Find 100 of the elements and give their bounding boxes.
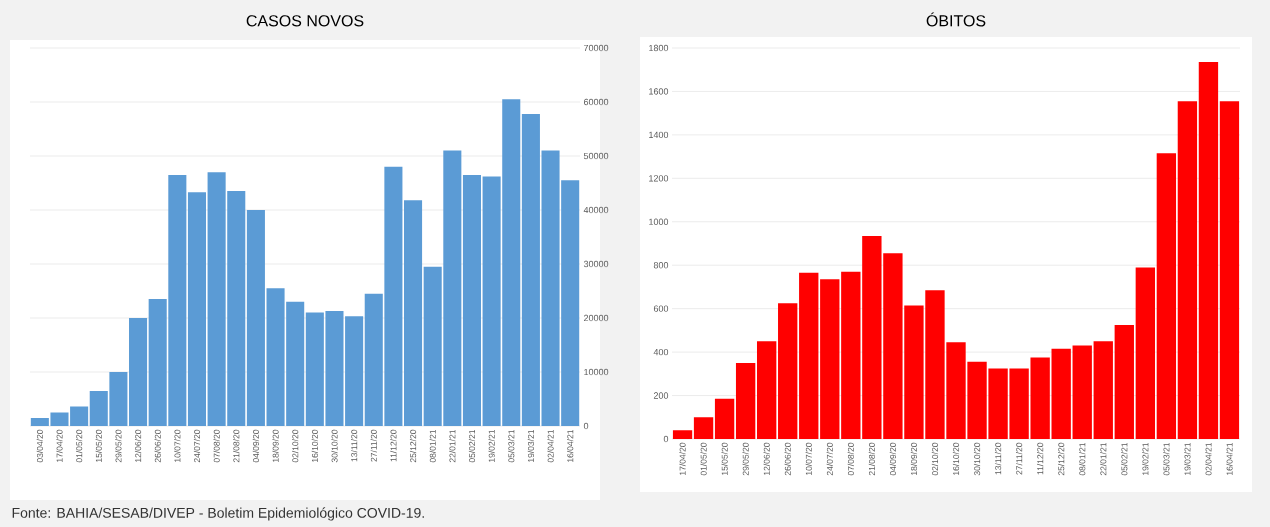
x-tick-label: 27/11/20 bbox=[1015, 442, 1023, 475]
bar bbox=[404, 200, 423, 426]
x-tick-label: 10/07/20 bbox=[174, 429, 181, 462]
x-tick-label: 05/02/21 bbox=[1121, 442, 1128, 476]
x-tick-label: 25/12/20 bbox=[1058, 442, 1065, 476]
y-tick-label: 200 bbox=[653, 392, 669, 399]
bar bbox=[1156, 153, 1177, 439]
x-tick-label: 16/04/21 bbox=[1226, 442, 1233, 475]
x-tick-label: 19/02/21 bbox=[1142, 442, 1149, 475]
x-tick-label: 27/11/20 bbox=[370, 429, 377, 462]
bar bbox=[778, 303, 798, 439]
x-tick-label: 05/02/21 bbox=[468, 429, 476, 463]
x-tick-label: 11/12/20 bbox=[390, 429, 397, 462]
x-tick-label: 19/03/21 bbox=[1184, 442, 1191, 475]
x-tick-label: 19/02/21 bbox=[488, 429, 495, 462]
x-tick-label: 21/08/20 bbox=[868, 442, 875, 476]
y-tick-label: 400 bbox=[653, 348, 669, 356]
x-tick-label: 05/03/21 bbox=[1163, 442, 1170, 476]
chart-title: CASOS NOVOS bbox=[246, 15, 364, 27]
x-tick-label: 21/08/20 bbox=[233, 429, 240, 463]
x-tick-label: 12/06/20 bbox=[134, 429, 142, 462]
x-tick-label: 16/10/20 bbox=[952, 442, 960, 475]
bar bbox=[1114, 324, 1134, 439]
y-tick-label: 20000 bbox=[583, 314, 609, 322]
x-tick-label: 18/09/20 bbox=[272, 429, 279, 462]
bar bbox=[820, 279, 840, 439]
y-tick-label: 30000 bbox=[583, 260, 609, 268]
x-tick-label: 24/07/20 bbox=[193, 429, 201, 463]
x-tick-label: 08/01/21 bbox=[1079, 442, 1086, 476]
x-tick-label: 26/06/20 bbox=[784, 442, 791, 476]
bar bbox=[1198, 62, 1219, 439]
x-tick-label: 15/05/20 bbox=[721, 442, 728, 475]
bar bbox=[1093, 341, 1113, 439]
y-tick-label: 70000 bbox=[583, 44, 609, 52]
y-tick-label: 40000 bbox=[583, 206, 609, 214]
bar bbox=[1051, 348, 1071, 439]
x-tick-label: 04/09/20 bbox=[252, 429, 260, 463]
x-tick-label: 24/07/20 bbox=[826, 442, 833, 476]
x-tick-label: 03/04/20 bbox=[36, 429, 43, 463]
bar bbox=[246, 209, 265, 426]
x-tick-label: 13/11/20 bbox=[350, 429, 358, 462]
x-tick-label: 08/01/21 bbox=[429, 429, 436, 463]
source-note: Fonte: BAHIA/SESAB/DIVEP - Boletim Epidemiológico COVID-19. bbox=[12, 507, 424, 521]
x-tick-label: 02/04/21 bbox=[1205, 442, 1212, 476]
x-tick-label: 01/05/20 bbox=[700, 442, 707, 476]
bar bbox=[693, 417, 714, 439]
x-tick-label: 29/05/20 bbox=[742, 442, 749, 476]
y-tick-label: 1000 bbox=[649, 218, 669, 225]
x-tick-label: 02/10/20 bbox=[292, 429, 299, 463]
y-tick-label: 60000 bbox=[583, 98, 609, 106]
bar bbox=[129, 317, 148, 426]
x-tick-label: 07/08/20 bbox=[213, 429, 220, 463]
y-tick-label: 50000 bbox=[583, 152, 609, 160]
bar bbox=[1219, 101, 1240, 439]
y-tick-label: 1600 bbox=[649, 88, 669, 95]
bar bbox=[672, 430, 693, 439]
x-tick-label: 11/12/20 bbox=[1037, 442, 1044, 475]
bar bbox=[1135, 267, 1156, 439]
x-tick-label: 18/09/20 bbox=[910, 442, 918, 475]
chart-title: ÓBITOS bbox=[926, 12, 986, 27]
x-tick-label: 19/03/21 bbox=[527, 429, 535, 462]
y-tick-label: 1200 bbox=[649, 175, 669, 182]
bar bbox=[462, 174, 482, 426]
bar bbox=[735, 362, 756, 439]
x-tick-label: 30/10/20 bbox=[331, 429, 338, 463]
bar bbox=[1072, 345, 1092, 439]
x-tick-label: 26/06/20 bbox=[154, 429, 161, 463]
bar bbox=[841, 271, 861, 439]
bar bbox=[1177, 101, 1198, 439]
x-tick-label: 12/06/20 bbox=[763, 442, 770, 475]
x-tick-label: 05/03/21 bbox=[508, 429, 515, 463]
y-tick-label: 800 bbox=[653, 262, 669, 269]
bar bbox=[714, 398, 735, 439]
x-tick-label: 15/05/20 bbox=[95, 429, 102, 462]
x-tick-label: 16/10/20 bbox=[311, 429, 318, 462]
x-tick-label: 10/07/20 bbox=[805, 442, 812, 475]
x-tick-label: 17/04/20 bbox=[679, 442, 686, 475]
y-tick-label: 10000 bbox=[584, 368, 609, 376]
y-tick-label: 0 bbox=[583, 422, 589, 430]
y-tick-label: 1800 bbox=[649, 44, 669, 52]
x-tick-label: 01/05/20 bbox=[76, 429, 83, 463]
x-tick-label: 17/04/20 bbox=[56, 429, 63, 462]
bar bbox=[756, 341, 777, 439]
x-tick-label: 25/12/20 bbox=[409, 429, 417, 463]
x-tick-label: 16/04/21 bbox=[567, 429, 574, 462]
x-tick-label: 22/01/21 bbox=[449, 429, 456, 463]
bar bbox=[521, 113, 540, 426]
x-tick-label: 07/08/20 bbox=[847, 442, 854, 476]
x-tick-label: 02/04/21 bbox=[547, 429, 554, 463]
x-tick-label: 29/05/20 bbox=[115, 429, 122, 463]
bar bbox=[187, 192, 207, 426]
x-tick-label: 02/10/20 bbox=[931, 442, 939, 476]
x-tick-label: 04/09/20 bbox=[889, 442, 897, 476]
bar bbox=[799, 272, 819, 439]
y-tick-label: 1400 bbox=[649, 131, 669, 139]
x-tick-label: 13/11/20 bbox=[994, 442, 1002, 475]
x-tick-label: 30/10/20 bbox=[973, 442, 981, 476]
x-tick-label: 22/01/21 bbox=[1100, 442, 1107, 476]
y-tick-label: 0 bbox=[663, 435, 669, 443]
y-tick-label: 600 bbox=[653, 305, 669, 312]
